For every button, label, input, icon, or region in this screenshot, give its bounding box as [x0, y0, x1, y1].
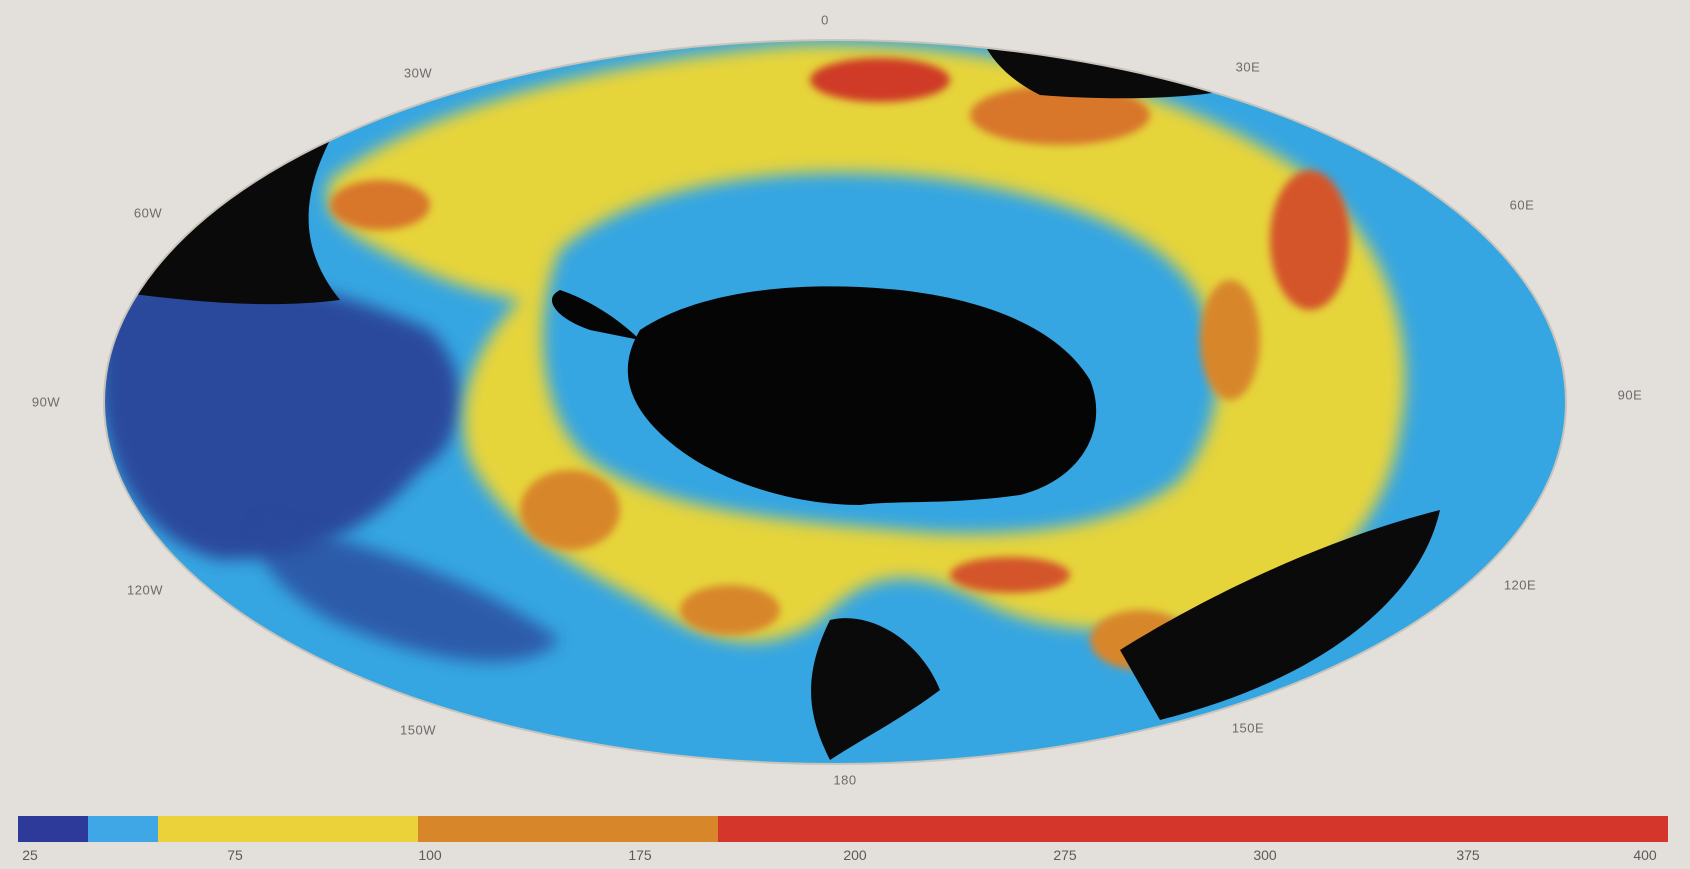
no-data-region: [811, 618, 940, 760]
colorbar-tick-8: 400: [1633, 847, 1657, 863]
colorbar-tick-3: 175: [628, 847, 652, 863]
colorbar-tick-2: 100: [418, 847, 442, 863]
colorbar-tick-7: 375: [1456, 847, 1480, 863]
colorbar-segment: [418, 816, 718, 842]
longitude-label-0: 0: [821, 12, 829, 28]
longitude-label-150e: 150E: [1231, 720, 1265, 736]
colorbar-tick-4: 200: [843, 847, 867, 863]
longitude-label-60e: 60E: [1509, 197, 1535, 213]
low-value-region: [104, 276, 460, 560]
colorbar-tick-6: 300: [1253, 847, 1277, 863]
no-data-region: [104, 140, 340, 305]
longitude-label-150w: 150W: [400, 722, 436, 738]
colorbar-tick-1: 75: [227, 847, 243, 863]
colorbar-tick-0: 25: [22, 847, 38, 863]
colorbar: [18, 816, 1668, 842]
colorbar-segment: [88, 816, 158, 842]
colorbar-segment: [18, 816, 88, 842]
map-outline: [103, 39, 1567, 765]
longitude-label-30e: 30E: [1235, 59, 1261, 75]
colorbar-segment: [158, 816, 418, 842]
colorbar-tick-5: 275: [1053, 847, 1077, 863]
map-disc: [104, 40, 1566, 764]
longitude-label-180: 180: [833, 772, 857, 788]
longitude-label-120e: 120E: [1503, 577, 1537, 593]
longitude-label-90w: 90W: [31, 394, 61, 410]
longitude-label-60w: 60W: [133, 205, 163, 221]
no-data-region: [1120, 510, 1440, 720]
longitude-label-30w: 30W: [403, 65, 433, 81]
low-value-region: [258, 520, 560, 662]
antarctica-landmass: [551, 286, 1097, 505]
longitude-label-120w: 120W: [127, 582, 163, 598]
colorbar-segment: [718, 816, 1668, 842]
longitude-label-90e: 90E: [1617, 387, 1643, 403]
